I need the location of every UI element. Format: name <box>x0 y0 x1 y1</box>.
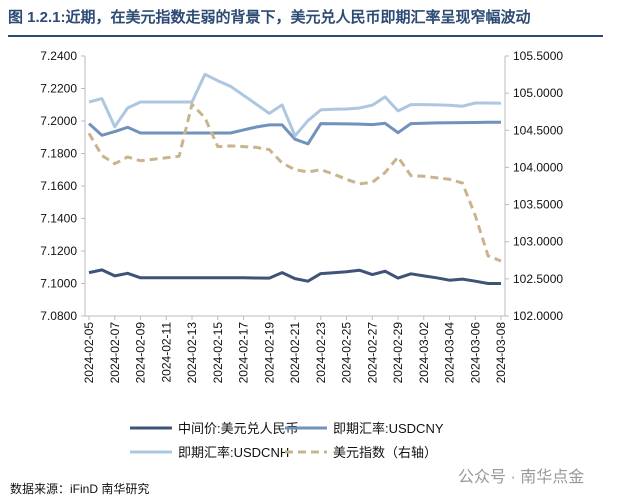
x-tick-label: 2024-02-17 <box>237 322 251 384</box>
series-line-1 <box>87 120 501 146</box>
figure-title: 图 1.2.1:近期，在美元指数走弱的背景下，美元兑人民币即期汇率呈现窄幅波动 <box>8 9 531 26</box>
y-tick-label: 7.2000 <box>40 114 77 128</box>
y-tick-label: 7.1600 <box>40 179 77 193</box>
y-tick-label: 7.0800 <box>40 309 77 323</box>
chart: 7.0800 7.1000 7.1200 7.1400 7.1600 7.1800 7.20… <box>40 49 563 460</box>
y2-tick-label: 103.5000 <box>513 198 563 212</box>
series-line-3 <box>87 102 502 263</box>
legend-label-0: 中间价:美元兑人民币 <box>178 421 299 436</box>
legend-label-1: 即期汇率:USDCNY <box>333 421 444 436</box>
y2-tick-label: 104.0000 <box>513 160 563 174</box>
x-tick-label: 2024-02-05 <box>82 322 96 384</box>
y-tick-label: 7.1200 <box>40 244 77 258</box>
x-tick-label: 2024-02-25 <box>340 322 354 384</box>
y2-tick-label: 102.5000 <box>513 272 563 286</box>
y-tick-label: 7.2200 <box>40 82 77 96</box>
x-tick-label: 2024-02-21 <box>288 322 302 384</box>
x-tick-label: 2024-02-09 <box>134 322 148 384</box>
watermark: 公众号 · 南华点金 <box>458 469 585 486</box>
y-tick-label: 7.1000 <box>40 277 77 291</box>
x-tick-label: 2024-02-11 <box>159 322 173 383</box>
x-tick-label: 2024-02-07 <box>108 322 122 384</box>
x-tick-label: 2024-02-23 <box>314 322 328 384</box>
legend-label-2: 即期汇率:USDCNH <box>178 445 289 460</box>
source-note: 数据来源：iFinD 南华研究 <box>10 482 150 496</box>
y-tick-label: 7.1400 <box>40 212 77 226</box>
y2-tick-label: 104.5000 <box>513 123 563 137</box>
y2-tick-label: 105.0000 <box>513 86 563 100</box>
title-underline <box>8 35 603 37</box>
y-tick-label: 7.1800 <box>40 147 77 161</box>
x-tick-label: 2024-02-15 <box>211 322 225 384</box>
x-tick-label: 2024-03-02 <box>417 322 431 384</box>
series-line-2 <box>88 72 502 138</box>
y2-tick-label: 103.0000 <box>513 235 563 249</box>
series-line-0 <box>88 268 501 285</box>
x-tick-label: 2024-02-29 <box>391 322 405 384</box>
x-tick-label: 2024-02-27 <box>365 322 379 384</box>
x-tick-label: 2024-02-13 <box>185 322 199 384</box>
x-tick-label: 2024-03-08 <box>494 322 508 384</box>
x-tick-label: 2024-03-04 <box>443 322 457 384</box>
legend-label-3: 美元指数（右轴） <box>333 445 437 460</box>
x-tick-label: 2024-02-19 <box>262 322 276 384</box>
y-tick-label: 7.2400 <box>40 49 77 63</box>
y2-tick-label: 105.5000 <box>513 49 563 63</box>
y2-tick-label: 102.0000 <box>513 309 563 323</box>
x-tick-label: 2024-03-06 <box>468 322 482 384</box>
